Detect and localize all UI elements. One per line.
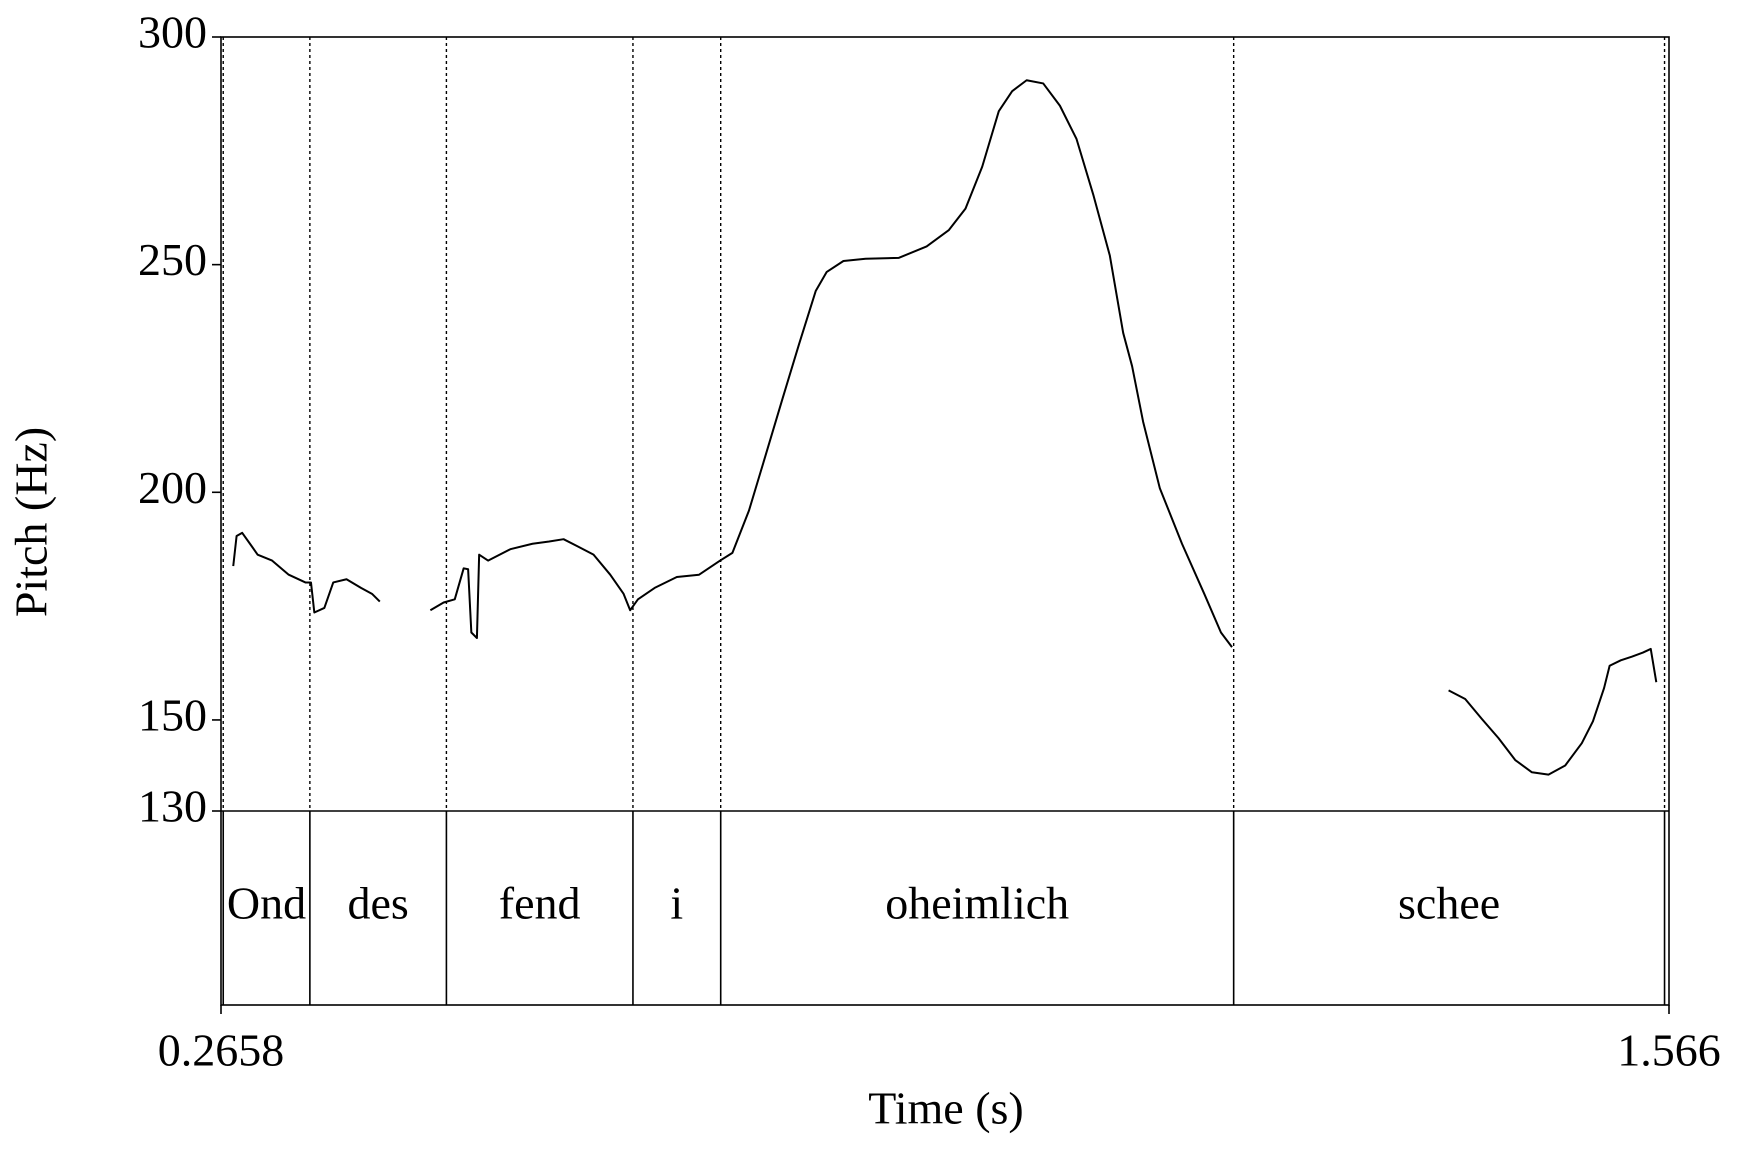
word-label: fend (499, 878, 581, 929)
y-tick-label: 300 (138, 7, 207, 58)
x-axis-label: Time (s) (868, 1083, 1024, 1134)
y-tick-label: 150 (138, 690, 207, 741)
y-tick-label: 250 (138, 234, 207, 285)
pitch-contour (232, 79, 1658, 776)
word-label: oheimlich (885, 878, 1069, 929)
y-tick-label: 200 (138, 462, 207, 513)
y-tick-label: 130 (138, 781, 207, 832)
word-label: schee (1398, 878, 1500, 929)
word-label: des (347, 878, 408, 929)
plot-frame (220, 36, 1670, 1006)
word-label: i (670, 878, 683, 929)
word-label: Ond (227, 878, 306, 929)
y-axis-label: Pitch (Hz) (6, 427, 57, 617)
x-tick-label: 1.566 (1617, 1025, 1721, 1076)
x-tick-label: 0.2658 (158, 1025, 285, 1076)
